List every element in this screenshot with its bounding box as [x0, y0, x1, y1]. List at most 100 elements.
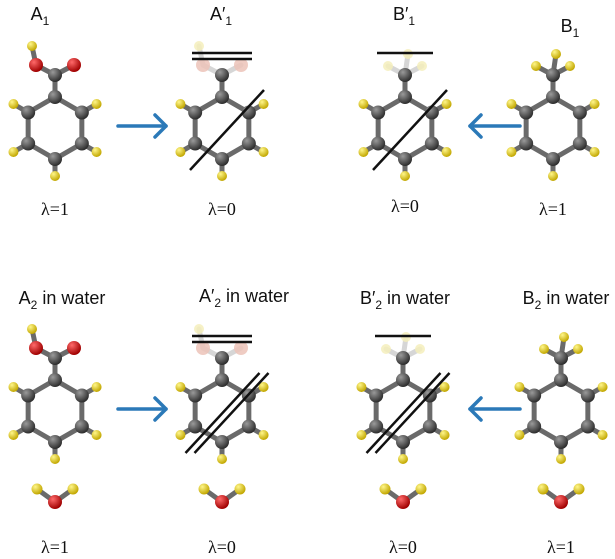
- hydrogen-atom: [514, 430, 525, 440]
- arrow-head: [468, 113, 483, 139]
- hydrogen-atom: [439, 382, 450, 392]
- decoupled-strike-line: [372, 89, 448, 171]
- carbon-atom: [48, 90, 62, 104]
- carbon-atom: [215, 152, 229, 166]
- panel-label: B1: [561, 16, 580, 40]
- label-water-suffix: in water: [221, 286, 289, 306]
- hydrogen-atom: [398, 454, 408, 464]
- carbon-atom: [396, 435, 410, 449]
- hydrogen-atom: [194, 41, 204, 51]
- hydrogen-atom: [91, 430, 102, 440]
- carbon-atom: [21, 419, 36, 434]
- carbon-atom: [48, 351, 62, 365]
- oxygen-atom: [29, 58, 43, 72]
- water-hydrogen-atom: [415, 483, 427, 495]
- carbon-atom: [188, 388, 203, 403]
- panel-label: A2 in water: [19, 288, 106, 312]
- carbon-atom: [48, 373, 62, 387]
- label-subscript: 1: [225, 14, 232, 28]
- panel-a2p: A′2 in water λ=0: [175, 286, 289, 557]
- carbon-atom: [241, 419, 256, 434]
- carbon-atom: [215, 90, 229, 104]
- panel-a2: A2 in water λ=1: [8, 288, 105, 557]
- label-base: B: [561, 16, 573, 36]
- lambda-label: λ=1: [41, 537, 69, 557]
- water-hydrogen-atom: [573, 483, 585, 495]
- label-prime: ′: [211, 286, 215, 306]
- carbon-atom: [546, 90, 560, 104]
- carbon-atom: [188, 136, 203, 151]
- hydrogen-atom: [50, 171, 60, 181]
- hydrogen-atom: [400, 171, 410, 181]
- carbon-atom: [188, 419, 203, 434]
- carbon-atom: [21, 105, 36, 120]
- hydrogen-atom: [441, 147, 452, 157]
- hydrogen-atom: [383, 61, 393, 71]
- hydrogen-atom: [565, 61, 575, 71]
- carbon-atom: [422, 419, 437, 434]
- arrow-bottom-right: [468, 396, 522, 422]
- hydrogen-atom: [415, 344, 425, 354]
- hydrogen-atom: [258, 147, 269, 157]
- panel-label: B′1: [393, 4, 415, 28]
- hydrogen-atom: [597, 430, 608, 440]
- oxygen-atom: [67, 58, 81, 72]
- lambda-label: λ=1: [539, 199, 567, 219]
- carbon-atom: [396, 351, 410, 365]
- label-subscript: 2: [375, 298, 382, 312]
- panel-label: A′1: [210, 4, 232, 28]
- label-subscript: 1: [43, 14, 50, 28]
- hydrogen-atom: [175, 430, 186, 440]
- hydrogen-atom: [381, 344, 391, 354]
- hydrogen-atom: [439, 430, 450, 440]
- hydrogen-atom: [597, 382, 608, 392]
- hydrogen-atom: [358, 147, 369, 157]
- arrow-head: [153, 113, 168, 139]
- water-hydrogen-atom: [537, 483, 549, 495]
- label-base: B: [523, 288, 535, 308]
- carbon-atom: [74, 105, 89, 120]
- panel-label: A′2 in water: [199, 286, 289, 310]
- label-subscript: 1: [408, 14, 415, 28]
- label-base: A: [199, 286, 211, 306]
- water-hydrogen-atom: [31, 483, 43, 495]
- hydrogen-atom: [356, 382, 367, 392]
- hydrogen-atom: [27, 41, 37, 51]
- carbon-atom: [398, 68, 412, 82]
- water-oxygen-atom: [215, 495, 229, 509]
- carbon-atom: [215, 435, 229, 449]
- arrow-top-right: [468, 113, 522, 139]
- hydrogen-atom: [8, 382, 19, 392]
- hydrogen-atom: [91, 382, 102, 392]
- carbon-atom: [74, 136, 89, 151]
- hydrogen-atom: [91, 99, 102, 109]
- carbon-atom: [519, 136, 534, 151]
- panel-a1: A1 λ=1: [8, 4, 102, 219]
- hydrogen-atom: [441, 99, 452, 109]
- label-subscript: 1: [573, 26, 580, 40]
- hydrogen-atom: [358, 99, 369, 109]
- panel-b1p: B′1 λ=0: [358, 4, 452, 216]
- arrow-top-left: [116, 113, 168, 139]
- hydrogen-atom: [514, 382, 525, 392]
- hydrogen-atom: [175, 99, 186, 109]
- hydrogen-atom: [506, 99, 517, 109]
- oxygen-atom: [29, 341, 43, 355]
- panel-b1: B1 λ=1: [506, 16, 600, 219]
- hydrogen-atom: [258, 99, 269, 109]
- hydrogen-atom: [531, 61, 541, 71]
- hydrogen-atom: [217, 171, 227, 181]
- carbon-atom: [371, 105, 386, 120]
- oxygen-atom: [234, 341, 248, 355]
- water-hydrogen-atom: [234, 483, 246, 495]
- label-prime: ′: [405, 4, 409, 24]
- panel-label: B′2 in water: [360, 288, 450, 312]
- hydrogen-atom: [539, 344, 549, 354]
- hydrogen-atom: [258, 382, 269, 392]
- hydrogen-atom: [559, 332, 569, 342]
- carbon-atom: [527, 419, 542, 434]
- carbon-atom: [48, 435, 62, 449]
- carbon-atom: [21, 388, 36, 403]
- carbon-atom: [215, 68, 229, 82]
- carbon-atom: [241, 136, 256, 151]
